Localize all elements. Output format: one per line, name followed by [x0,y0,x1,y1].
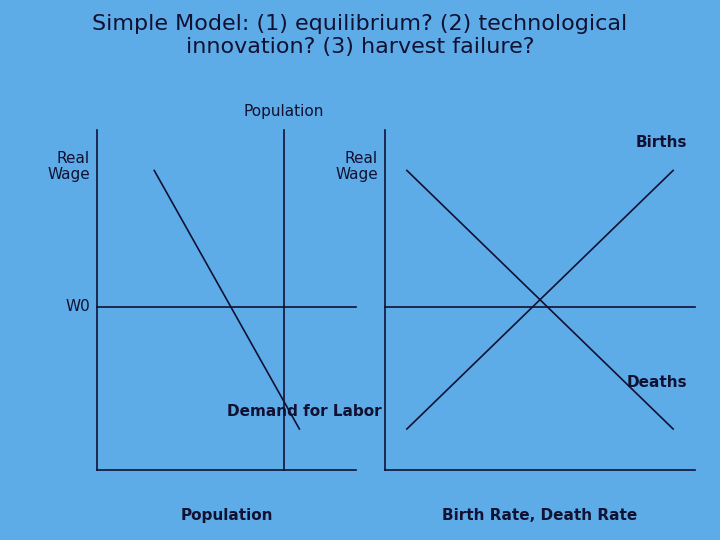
Text: Birth Rate, Death Rate: Birth Rate, Death Rate [442,508,638,523]
Text: Real
Wage: Real Wage [336,151,378,183]
Text: Demand for Labor: Demand for Labor [227,404,382,420]
Text: Population: Population [243,104,324,119]
Text: W0: W0 [66,299,90,314]
Text: Deaths: Deaths [627,375,688,389]
Text: Real
Wage: Real Wage [48,151,90,183]
Text: Simple Model: (1) equilibrium? (2) technological
innovation? (3) harvest failure: Simple Model: (1) equilibrium? (2) techn… [92,14,628,57]
Text: Births: Births [636,135,688,150]
Text: Population: Population [181,508,273,523]
